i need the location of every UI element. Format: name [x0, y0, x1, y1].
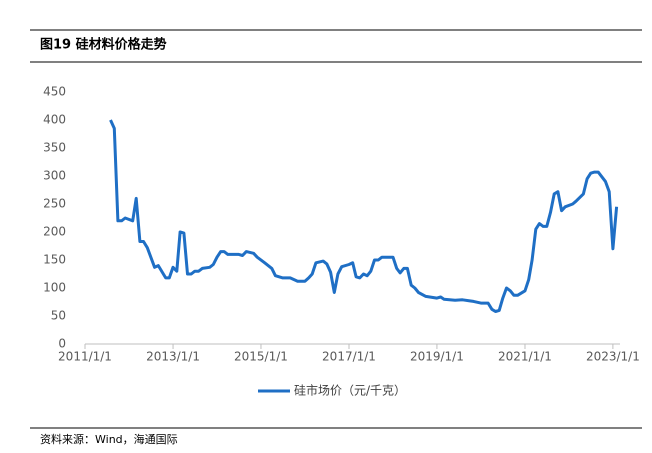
chart-title: 图19 硅材料价格走势	[40, 37, 167, 53]
y-tick-label: 200	[43, 225, 66, 239]
source: 资料来源：Wind，海通国际	[40, 432, 178, 446]
y-tick-label: 100	[43, 281, 66, 295]
x-tick-label: 2011/1/1	[58, 350, 112, 364]
y-tick-label: 150	[43, 253, 66, 267]
x-tick-label: 2023/1/1	[586, 350, 640, 364]
y-tick-label: 450	[43, 85, 66, 99]
y-tick-label: 250	[43, 197, 66, 211]
y-tick-label: 400	[43, 113, 66, 127]
y-tick-label: 350	[43, 141, 66, 155]
y-tick-label: 50	[51, 309, 66, 323]
x-tick-label: 2019/1/1	[410, 350, 464, 364]
y-tick-label: 0	[58, 337, 66, 351]
line-series	[109, 119, 619, 313]
x-tick-label: 2013/1/1	[146, 350, 200, 364]
x-tick-label: 2017/1/1	[322, 350, 376, 364]
legend-label: 硅市场价（元/千克）	[294, 383, 406, 398]
x-tick-label: 2015/1/1	[234, 350, 288, 364]
y-tick-label: 300	[43, 169, 66, 183]
x-tick-label: 2021/1/1	[498, 350, 552, 364]
